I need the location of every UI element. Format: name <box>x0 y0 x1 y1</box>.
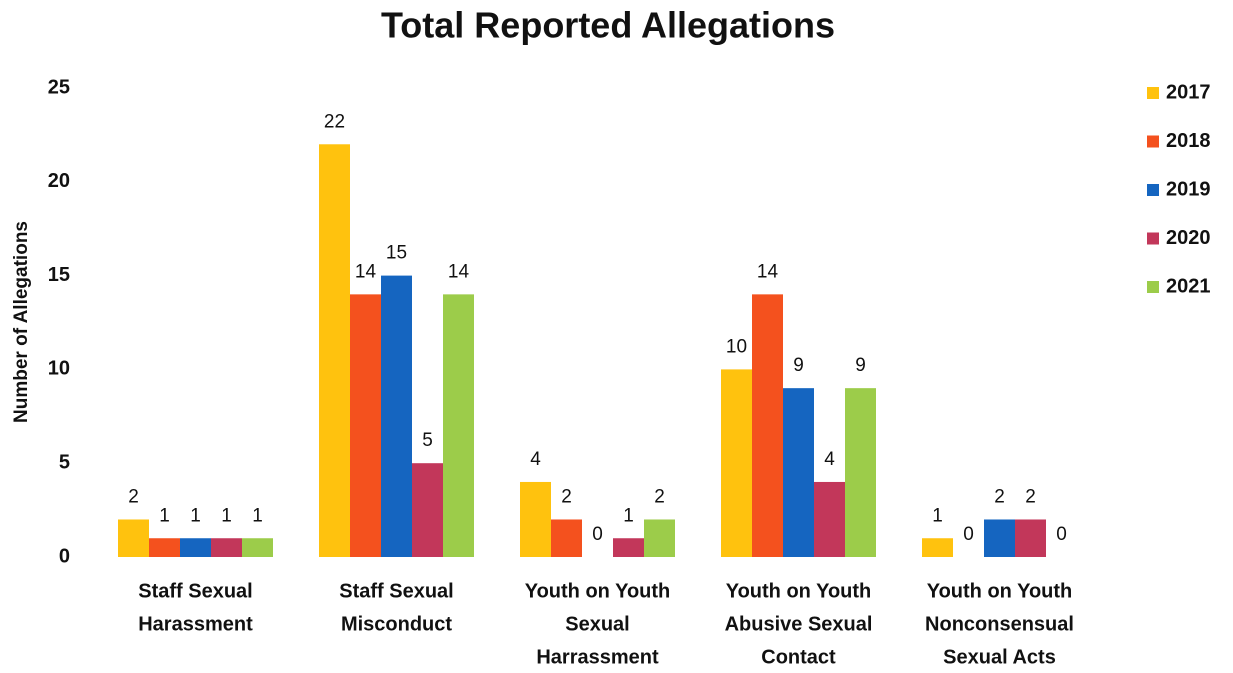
bar <box>551 519 582 557</box>
bar <box>319 144 350 557</box>
legend-swatch <box>1147 281 1159 293</box>
data-label: 1 <box>159 505 170 526</box>
x-tick-label: Youth on Youth <box>525 580 671 602</box>
bar <box>412 463 443 557</box>
data-label: 1 <box>252 505 263 526</box>
y-tick-label: 15 <box>48 264 70 286</box>
data-label: 4 <box>530 449 541 470</box>
y-tick-label: 25 <box>48 76 70 98</box>
y-tick-label: 5 <box>59 451 70 473</box>
data-label: 2 <box>1025 486 1036 507</box>
x-tick-label: Youth on Youth <box>726 580 872 602</box>
bar <box>180 538 211 557</box>
bar <box>211 538 242 557</box>
legend-swatch <box>1147 135 1159 148</box>
data-label: 22 <box>324 111 345 132</box>
bar <box>1015 519 1046 557</box>
bar <box>118 519 149 557</box>
bar <box>443 294 474 557</box>
legend-label: 2020 <box>1166 227 1211 249</box>
bar <box>922 538 953 557</box>
data-label: 1 <box>623 505 634 526</box>
data-label: 2 <box>128 486 139 507</box>
bar <box>845 388 876 557</box>
legend-swatch <box>1147 184 1159 196</box>
bar <box>149 538 180 557</box>
data-label: 1 <box>932 505 943 526</box>
x-tick-label: Contact <box>761 646 836 668</box>
data-label: 1 <box>221 505 232 526</box>
data-label: 2 <box>561 486 572 507</box>
legend-label: 2018 <box>1166 130 1211 152</box>
x-tick-label: Staff Sexual <box>339 580 453 602</box>
legend-swatch <box>1147 232 1159 245</box>
data-label: 0 <box>1056 524 1067 545</box>
bar <box>520 481 551 557</box>
y-axis-label: Number of Allegations <box>11 221 32 423</box>
data-label: 10 <box>726 336 747 357</box>
x-tick-label: Nonconsensual <box>925 613 1074 635</box>
x-tick-label: Misconduct <box>341 613 452 635</box>
data-label: 0 <box>592 524 603 545</box>
legend-swatch <box>1147 87 1159 99</box>
legend-label: 2019 <box>1166 178 1211 200</box>
x-tick-label: Harrassment <box>536 646 659 668</box>
data-label: 14 <box>448 261 470 282</box>
data-label: 4 <box>824 449 835 470</box>
bar <box>721 369 752 557</box>
bar <box>984 519 1015 557</box>
chart-title: Total Reported Allegations <box>381 5 835 46</box>
y-tick-label: 10 <box>48 358 70 380</box>
bar <box>644 519 675 557</box>
legend-label: 2017 <box>1166 81 1211 103</box>
bar <box>350 294 381 557</box>
data-label: 9 <box>855 355 866 376</box>
bar <box>752 294 783 557</box>
x-tick-label: Staff Sexual <box>138 580 252 602</box>
x-tick-label: Sexual <box>565 613 629 635</box>
x-tick-label: Youth on Youth <box>927 580 1073 602</box>
data-label: 15 <box>386 243 407 264</box>
bar <box>242 538 273 557</box>
bar <box>613 538 644 557</box>
bar <box>381 275 412 557</box>
bar <box>783 388 814 557</box>
data-label: 2 <box>654 486 665 507</box>
data-label: 14 <box>355 261 377 282</box>
x-tick-label: Sexual Acts <box>943 646 1056 668</box>
x-tick-label: Harassment <box>138 613 253 635</box>
data-label: 1 <box>190 505 201 526</box>
data-label: 14 <box>757 261 779 282</box>
data-label: 5 <box>422 430 433 451</box>
y-tick-label: 0 <box>59 545 70 567</box>
data-label: 0 <box>963 524 974 545</box>
data-label: 9 <box>793 355 804 376</box>
y-tick-label: 20 <box>48 170 70 192</box>
bar <box>814 481 845 557</box>
data-label: 2 <box>994 486 1005 507</box>
x-tick-label: Abusive Sexual <box>725 613 873 635</box>
legend-label: 2021 <box>1166 275 1211 297</box>
